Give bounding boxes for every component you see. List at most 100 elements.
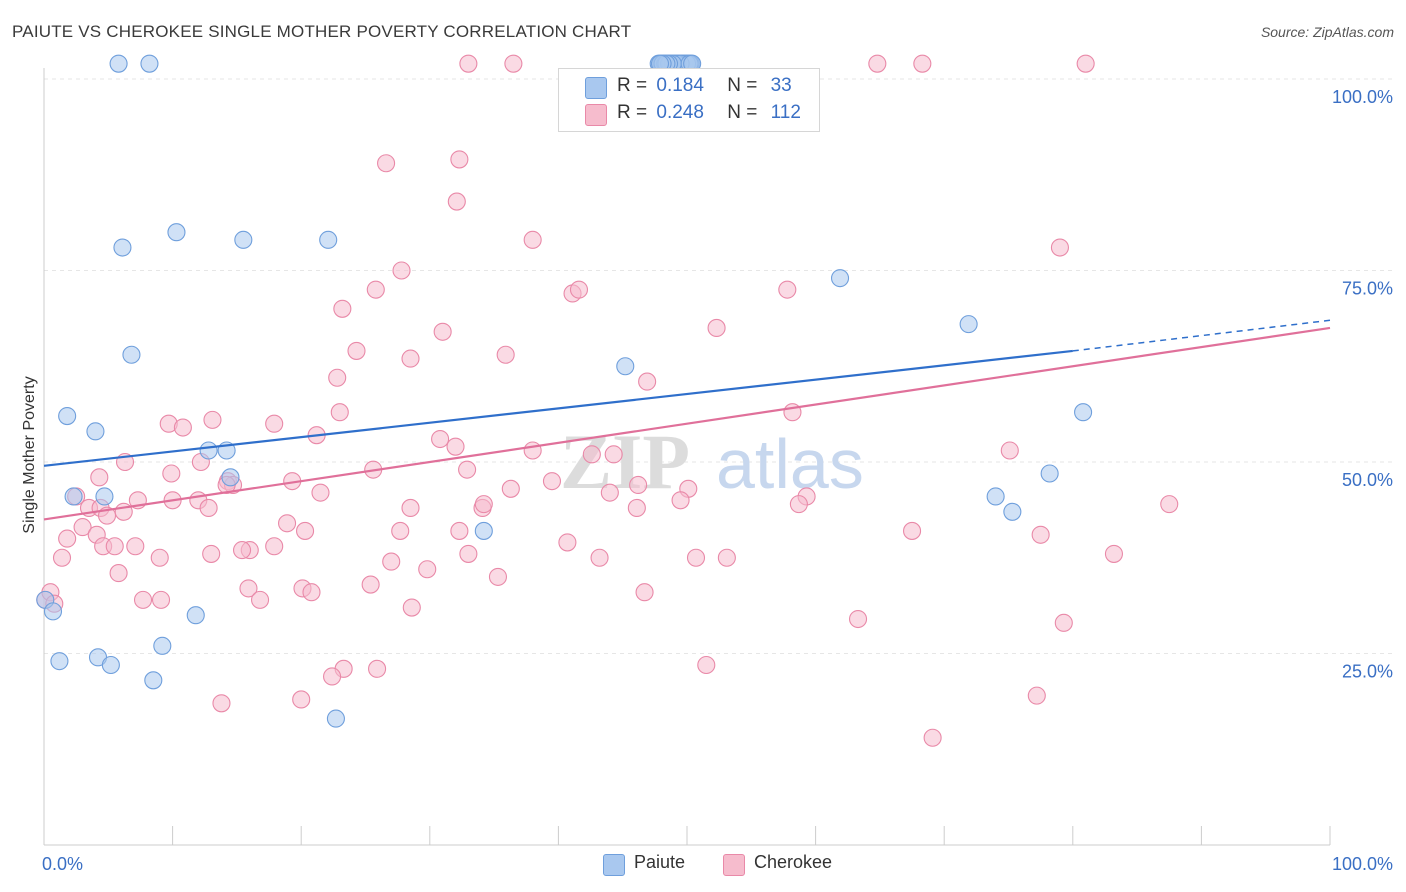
paiute-stats: R = 0.184 N = 33 — [617, 75, 792, 99]
y-tick-label: 25.0% — [1342, 662, 1393, 682]
cherokee-point — [635, 583, 654, 602]
cherokee-point — [523, 230, 542, 249]
trendlines — [43, 319, 1331, 521]
paiute-point — [319, 230, 338, 249]
cherokee-point — [278, 514, 297, 533]
cherokee-point — [458, 460, 477, 479]
tick-labels: 25.0% 50.0% 75.0% 100.0% 0.0% 100.0% — [42, 87, 1393, 874]
cherokee-point — [52, 548, 72, 567]
paiute-n-value: 33 — [770, 75, 792, 96]
cherokee-point — [923, 728, 942, 747]
cherokee-point — [296, 521, 315, 540]
cherokee-point — [292, 690, 311, 709]
cherokee-point — [459, 544, 478, 563]
cherokee-point — [377, 154, 396, 173]
paiute-point — [199, 441, 218, 460]
y-tick-label: 100.0% — [1332, 87, 1393, 107]
cherokee-point — [58, 529, 77, 548]
cherokee-point — [265, 414, 284, 433]
cherokee-point — [431, 429, 450, 449]
cherokee-point — [1160, 495, 1179, 514]
cherokee-point — [265, 537, 284, 556]
cherokee-point — [629, 475, 648, 495]
cherokee-point — [366, 280, 385, 299]
cherokee-point — [212, 694, 231, 713]
watermark-atlas: atlas — [716, 425, 864, 503]
cherokee-point — [133, 590, 153, 609]
cherokee-point — [402, 598, 421, 617]
paiute-point — [221, 468, 240, 487]
y-tick-label: 50.0% — [1342, 470, 1393, 490]
cherokee-swatch — [585, 104, 607, 126]
cherokee-point — [1000, 441, 1019, 460]
cherokee-point — [239, 579, 258, 598]
paiute-r-label: R = — [617, 75, 648, 96]
cherokee-point — [523, 441, 542, 460]
cherokee-point — [173, 418, 192, 437]
cherokee-point — [450, 521, 469, 540]
watermark-zip: ZIP — [560, 418, 690, 505]
cherokee-point — [1027, 686, 1046, 705]
cherokee-point — [302, 583, 321, 602]
watermark: ZIP atlas — [560, 418, 864, 505]
paiute-point — [140, 54, 159, 73]
cherokee-stats: R = 0.248 N = 112 — [617, 102, 801, 126]
cherokee-point — [162, 464, 181, 483]
paiute-point — [113, 238, 132, 257]
cherokee-point — [450, 150, 469, 169]
cherokee-point — [199, 498, 218, 518]
cherokee-point — [558, 533, 577, 552]
paiute-point — [186, 606, 205, 625]
paiute-point — [959, 315, 978, 334]
paiute-point — [326, 709, 345, 728]
cherokee-point — [459, 54, 478, 73]
cherokee-point — [368, 659, 387, 678]
cherokee-point — [542, 472, 562, 491]
cherokee-legend-swatch — [723, 854, 745, 876]
cherokee-point — [913, 54, 932, 73]
source-label: Source: ZipAtlas.com — [1260, 24, 1394, 40]
paiute-point — [167, 223, 186, 242]
paiute-point — [830, 269, 850, 288]
cherokee-point — [250, 590, 270, 609]
cherokee-point — [109, 564, 128, 583]
cherokee-point — [203, 410, 222, 429]
paiute-point — [153, 636, 172, 655]
cherokee-point — [105, 537, 124, 556]
paiute-point — [95, 487, 114, 506]
y-axis-label: Single Mother Poverty — [21, 376, 38, 533]
cherokee-point — [1076, 54, 1095, 73]
cherokee-point — [446, 437, 465, 456]
cherokee-point — [902, 521, 922, 540]
paiute-legend-swatch — [603, 854, 625, 876]
x-tick-label: 100.0% — [1332, 854, 1393, 874]
cherokee-point — [328, 368, 347, 387]
cherokee-point — [126, 537, 145, 556]
paiute-points — [36, 54, 1093, 728]
cherokee-point — [604, 445, 623, 464]
paiute-n-label: N = — [727, 75, 758, 96]
cherokee-point — [418, 560, 437, 579]
cherokee-point — [311, 483, 330, 502]
paiute-point — [109, 54, 128, 73]
cherokee-point — [361, 575, 380, 594]
paiute-point — [986, 487, 1005, 506]
paiute-point — [1040, 464, 1059, 483]
cherokee-point — [401, 498, 420, 518]
cherokee-point — [627, 498, 646, 518]
cherokee-point — [474, 495, 493, 514]
paiute-swatch — [585, 77, 607, 99]
cherokee-point — [1104, 544, 1124, 563]
paiute-point — [101, 655, 120, 675]
cherokee-point — [347, 341, 366, 360]
cherokee-point — [330, 403, 349, 422]
cherokee-point — [447, 192, 466, 211]
y-tick-label: 75.0% — [1342, 279, 1393, 299]
paiute-r-value: 0.184 — [656, 75, 704, 96]
cherokee-point — [671, 491, 690, 510]
cherokee-point — [391, 521, 410, 540]
paiute-point — [474, 521, 493, 540]
cherokee-point — [569, 280, 589, 299]
cherokee-point — [501, 479, 520, 498]
